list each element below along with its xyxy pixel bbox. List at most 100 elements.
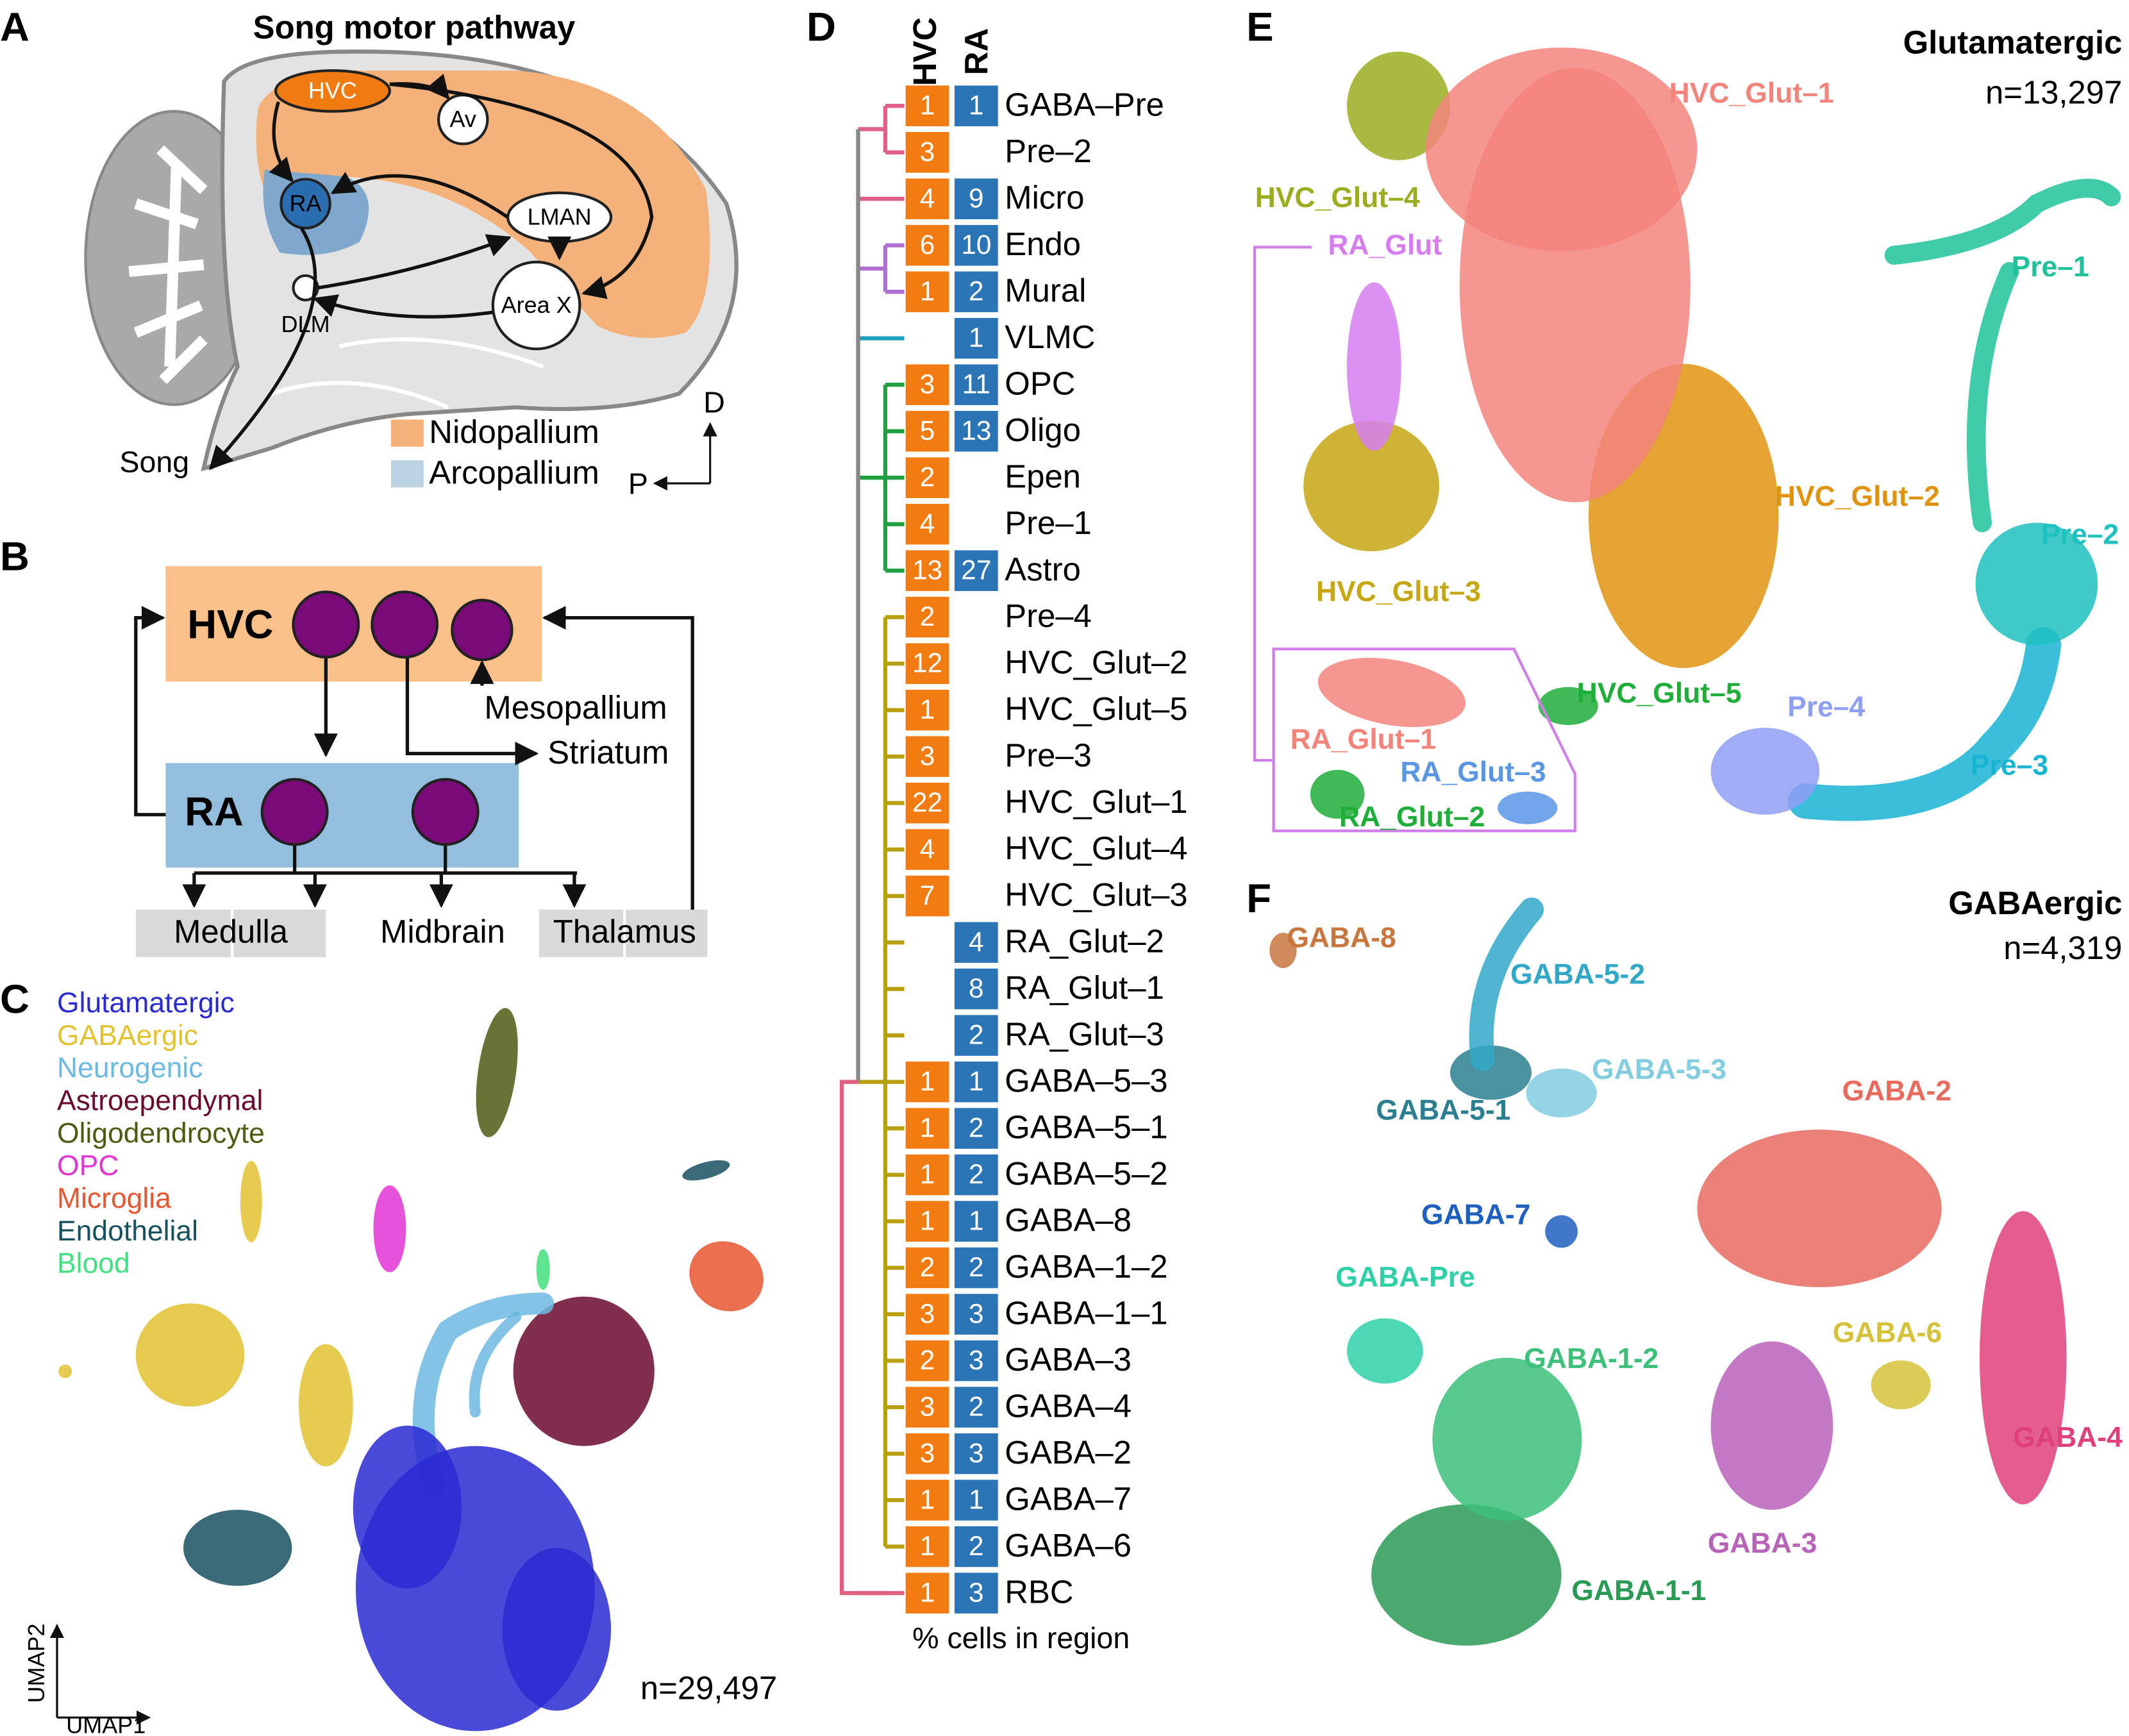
hvc-value: 3 xyxy=(920,1391,935,1421)
node-label: RA xyxy=(290,190,322,216)
legend-label: OPC xyxy=(57,1150,119,1181)
cluster-label: HVC_Glut–4 xyxy=(1255,182,1420,213)
legend-swatch xyxy=(391,419,424,447)
node xyxy=(491,260,581,351)
hvc-value: 6 xyxy=(920,230,935,260)
column-header: HVC xyxy=(906,17,943,86)
hvc-cell xyxy=(905,1154,949,1196)
legend-label: GABAergic xyxy=(57,1020,198,1051)
cluster-label: HVC_Glut–1 xyxy=(1669,78,1834,109)
cluster xyxy=(1884,178,2121,533)
cluster-label: Pre–2 xyxy=(2041,519,2119,550)
hvc-value: 3 xyxy=(920,1438,935,1468)
hvc-cell xyxy=(905,503,949,545)
ra-value: 10 xyxy=(961,230,991,260)
ra-value: 2 xyxy=(969,1159,984,1189)
panel-label: A xyxy=(0,4,29,49)
row-label: GABA–Pre xyxy=(1005,87,1164,123)
row-label: GABA–5–2 xyxy=(1005,1155,1167,1192)
output-label: Song xyxy=(119,446,189,479)
cluster xyxy=(1538,687,1598,725)
hvc-cell xyxy=(905,364,949,405)
hvc-cell xyxy=(905,1433,949,1474)
hvc-value: 2 xyxy=(920,1345,935,1375)
inset-box xyxy=(1253,246,1576,833)
cluster xyxy=(536,1249,550,1290)
cerebellum-folds xyxy=(128,145,208,385)
count: n=13,297 xyxy=(1985,74,2122,111)
panel-label: C xyxy=(0,976,29,1022)
cluster-label: GABA-1-1 xyxy=(1571,1575,1706,1607)
cluster xyxy=(1498,791,1558,824)
hvc-value: 3 xyxy=(920,369,935,399)
row-label: RA_Glut–3 xyxy=(1005,1016,1164,1053)
ra-value: 27 xyxy=(961,555,991,585)
row-label: Endo xyxy=(1005,226,1081,262)
cluster xyxy=(1469,897,1544,1072)
cluster xyxy=(1432,1357,1582,1521)
row-label: OPC xyxy=(1005,365,1075,402)
row-label: Oligo xyxy=(1005,412,1081,448)
hvc-cell xyxy=(905,1573,949,1614)
hvc-cell xyxy=(905,224,949,266)
cluster xyxy=(513,1296,655,1446)
hvc-value: 2 xyxy=(920,1252,935,1282)
cluster-label: GABA-5-3 xyxy=(1592,1054,1726,1085)
hvc-value: 1 xyxy=(920,1577,935,1607)
panel-label: E xyxy=(1246,4,1273,49)
cluster xyxy=(682,1160,730,1181)
ra-value: 1 xyxy=(969,90,984,121)
cluster-label: GABA-3 xyxy=(1708,1528,1817,1559)
brain-lines xyxy=(271,337,544,410)
cluster-label: GABA-Pre xyxy=(1335,1262,1474,1293)
legend-label: Microglia xyxy=(57,1183,171,1214)
count: n=4,319 xyxy=(2003,930,2122,966)
column-header: RA xyxy=(958,28,994,75)
hvc-cell xyxy=(905,643,949,684)
ra-cell xyxy=(954,1247,998,1289)
hvc-value: 1 xyxy=(920,276,935,306)
target-label: Midbrain xyxy=(380,914,505,950)
ra-cell xyxy=(954,410,998,452)
ra-cell xyxy=(954,1154,998,1196)
cluster xyxy=(240,1160,262,1242)
ra-cell xyxy=(954,922,998,963)
ra-cell xyxy=(954,1015,998,1056)
cluster xyxy=(1459,67,1691,503)
hvc-cell xyxy=(905,1480,949,1521)
hvc-cell xyxy=(905,1294,949,1335)
hvc-value: 1 xyxy=(920,1066,935,1096)
panel-title: Song motor pathway xyxy=(253,9,576,46)
row-label: Pre–2 xyxy=(1005,133,1092,169)
cluster xyxy=(469,1311,522,1418)
hvc-value: 4 xyxy=(920,508,935,538)
cluster-label: HVC_Glut–2 xyxy=(1775,481,1940,512)
hvc-cell xyxy=(905,736,949,777)
axis-label: UMAP2 xyxy=(23,1623,49,1703)
region-label: RA xyxy=(185,789,244,835)
row-label: GABA–8 xyxy=(1005,1202,1131,1239)
ra-cell xyxy=(954,1294,998,1335)
cluster xyxy=(298,1344,353,1467)
panel-title: GABAergic xyxy=(1948,885,2122,921)
ra-value: 1 xyxy=(969,1484,984,1514)
cluster xyxy=(1710,728,1820,815)
cluster xyxy=(1371,1504,1562,1646)
panel-c: C n=29,497 UMAP1 UMAP2 GlutamatergicGABA… xyxy=(0,976,777,1736)
cluster xyxy=(183,1510,292,1586)
cluster-label: GABA-5-1 xyxy=(1376,1094,1510,1126)
ra-value: 2 xyxy=(969,1531,984,1561)
ra-cell xyxy=(954,1340,998,1381)
target-box xyxy=(233,910,326,958)
hvc-value: 1 xyxy=(920,90,935,121)
ra-value: 2 xyxy=(969,1391,984,1421)
row-label: GABA–3 xyxy=(1005,1341,1131,1378)
hvc-value: 22 xyxy=(912,787,942,817)
node-label: DLM xyxy=(281,311,330,337)
row-label: GABA–7 xyxy=(1005,1481,1131,1517)
ra-cell xyxy=(954,550,998,591)
region-label: HVC xyxy=(187,601,273,647)
cluster xyxy=(1347,282,1401,451)
hvc-value: 1 xyxy=(920,1484,935,1514)
cluster xyxy=(1710,1341,1833,1510)
